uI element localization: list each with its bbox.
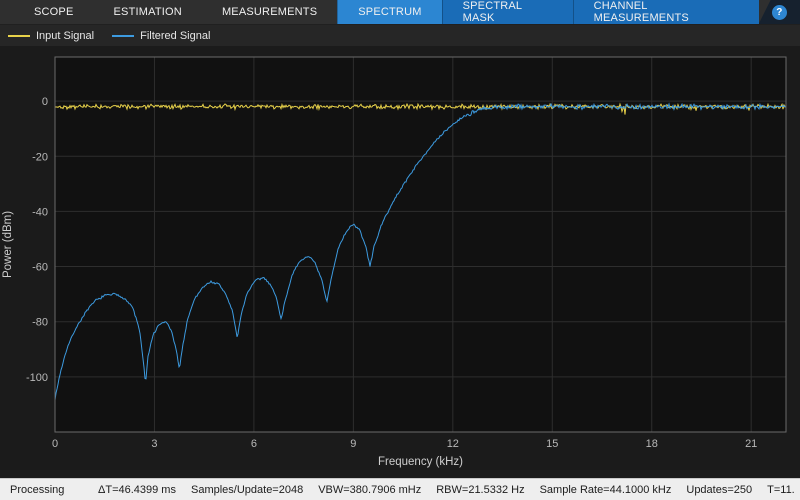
legend-item-input-signal[interactable]: Input Signal (8, 30, 94, 42)
status-stat: VBW=380.7906 mHz (318, 483, 422, 496)
input-signal-trace (55, 102, 786, 115)
tab-spectral-mask[interactable]: SPECTRAL MASK (441, 0, 573, 24)
help-icon: ? (771, 4, 787, 20)
tab-estimation[interactable]: ESTIMATION (113, 6, 182, 18)
svg-text:15: 15 (546, 438, 558, 450)
svg-text:9: 9 (350, 438, 356, 450)
svg-text:-20: -20 (32, 151, 48, 163)
toolbar: SCOPE ESTIMATION MEASUREMENTS SPECTRUM SPECT… (0, 0, 800, 25)
y-axis-label: Power (dBm) (2, 211, 14, 278)
svg-text:0: 0 (52, 438, 58, 450)
tab-scope[interactable]: SCOPE (34, 6, 74, 18)
legend-item-filtered-signal[interactable]: Filtered Signal (112, 30, 210, 42)
svg-text:-60: -60 (32, 262, 48, 274)
x-axis-label: Frequency (kHz) (378, 456, 463, 468)
legend-swatch (8, 34, 30, 37)
grid-lines (54, 57, 786, 432)
status-stat: Updates=250 (686, 483, 753, 496)
svg-text:6: 6 (251, 438, 257, 450)
status-state: Processing (10, 483, 65, 496)
status-stats: ΔT=46.4399 ms Samples/Update=2048 VBW=380.… (98, 484, 795, 496)
filtered-signal-trace (55, 102, 786, 401)
axes-border (54, 56, 787, 433)
status-stat: Samples/Update=2048 (190, 483, 304, 496)
legend-label: Filtered Signal (140, 29, 211, 42)
spectrum-plot-svg: 0 3 6 9 12 15 18 21 0 -20 -40 -60 -80 -100 Frequency (… (2, 56, 787, 468)
status-stat: T=11. (767, 483, 795, 496)
legend-bar: Input Signal Filtered Signal (0, 25, 800, 46)
help-button[interactable]: ? (758, 0, 800, 24)
svg-text:18: 18 (646, 438, 658, 450)
svg-text:-100: -100 (26, 372, 48, 384)
legend-swatch (112, 34, 135, 37)
tick-labels: 0 3 6 9 12 15 18 21 0 -20 -40 -60 -80 -100 (26, 96, 757, 450)
status-stat: Sample Rate=44.1000 kHz (539, 483, 672, 496)
legend-label: Input Signal (36, 29, 95, 42)
svg-text:-80: -80 (32, 317, 48, 329)
status-bar: Processing ΔT=46.4399 ms Samples/Update=2… (0, 478, 800, 500)
svg-text:21: 21 (745, 438, 757, 450)
axes-background (55, 57, 786, 432)
svg-text:0: 0 (42, 96, 48, 108)
status-stat: RBW=21.5332 Hz (436, 483, 525, 496)
tab-spectrum[interactable]: SPECTRUM (337, 0, 442, 24)
tab-measurements[interactable]: MEASUREMENTS (221, 6, 318, 18)
tab-strip: SCOPE ESTIMATION MEASUREMENTS SPECTRUM SPECT… (0, 0, 759, 24)
spectrum-display[interactable]: 0 3 6 9 12 15 18 21 0 -20 -40 -60 -80 -100 Frequency (… (0, 46, 800, 478)
status-stat: ΔT=46.4399 ms (98, 483, 176, 496)
tab-channel-measurements[interactable]: CHANNEL MEASUREMENTS (572, 0, 759, 24)
svg-text:-40: -40 (32, 206, 48, 218)
svg-text:3: 3 (151, 438, 157, 450)
svg-text:12: 12 (447, 438, 459, 450)
traces (55, 102, 786, 401)
